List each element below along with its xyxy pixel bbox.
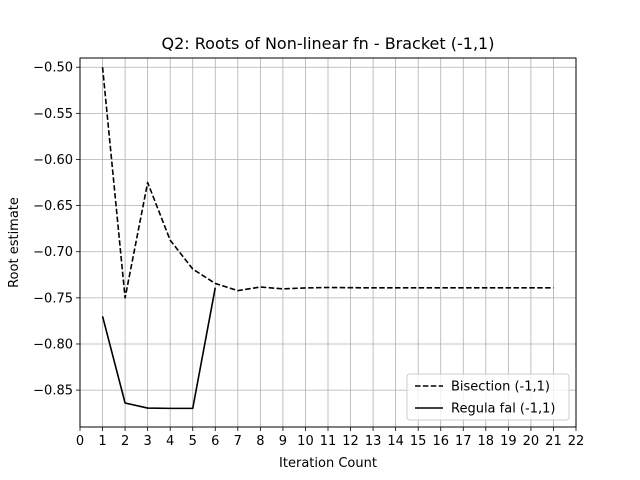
x-axis-label: Iteration Count — [279, 456, 377, 471]
x-tick-label: 1 — [98, 434, 106, 449]
y-tick-label: −0.75 — [33, 291, 73, 306]
y-tick-label: −0.50 — [33, 61, 73, 76]
x-tick-label: 7 — [234, 434, 242, 449]
y-tick-label: −0.65 — [33, 199, 73, 214]
x-tick-label: 3 — [143, 434, 151, 449]
x-tick-label: 8 — [256, 434, 264, 449]
x-tick-label: 9 — [279, 434, 287, 449]
y-tick-label: −0.55 — [33, 107, 73, 122]
y-tick-label: −0.80 — [33, 337, 73, 352]
legend-entry-2: Regula fal (-1,1) — [451, 402, 555, 417]
grid-lines — [79, 58, 577, 427]
x-tick-label: 21 — [545, 434, 562, 449]
x-tick-label: 16 — [432, 434, 449, 449]
legend: Bisection (-1,1) Regula fal (-1,1) — [406, 373, 570, 421]
x-tick-label: 22 — [568, 434, 585, 449]
x-tick-label: 20 — [523, 434, 540, 449]
x-axis-ticks: 0 1 2 3 4 5 6 7 8 9 10 11 12 13 14 15 16 17 18 19 20 21 22 — [76, 427, 584, 449]
legend-entry-1: Bisection (-1,1) — [451, 380, 550, 395]
x-tick-label: 0 — [76, 434, 84, 449]
x-tick-label: 6 — [211, 434, 219, 449]
x-tick-label: 18 — [478, 434, 495, 449]
y-axis-ticks: −0.50 −0.55 −0.60 −0.65 −0.70 −0.75 −0.80 −0.85 — [33, 61, 80, 399]
y-tick-label: −0.85 — [33, 384, 73, 399]
x-tick-label: 12 — [342, 434, 359, 449]
y-tick-label: −0.60 — [33, 153, 73, 168]
x-tick-label: 10 — [297, 434, 314, 449]
x-tick-label: 4 — [166, 434, 174, 449]
x-tick-label: 13 — [365, 434, 382, 449]
y-tick-label: −0.70 — [33, 245, 73, 260]
x-tick-label: 19 — [500, 434, 517, 449]
x-tick-label: 17 — [455, 434, 472, 449]
chart-title: Q2: Roots of Non-linear fn - Bracket (-1… — [162, 34, 495, 53]
x-tick-label: 2 — [121, 434, 129, 449]
series-line-1 — [101, 67, 554, 299]
x-tick-label: 5 — [189, 434, 197, 449]
series-line-2 — [101, 287, 217, 410]
y-axis-label: Root estimate — [7, 197, 22, 288]
x-tick-label: 11 — [320, 434, 337, 449]
legend-box — [406, 373, 570, 421]
x-tick-label: 15 — [410, 434, 427, 449]
series-layer — [101, 67, 554, 410]
x-tick-label: 14 — [387, 434, 404, 449]
